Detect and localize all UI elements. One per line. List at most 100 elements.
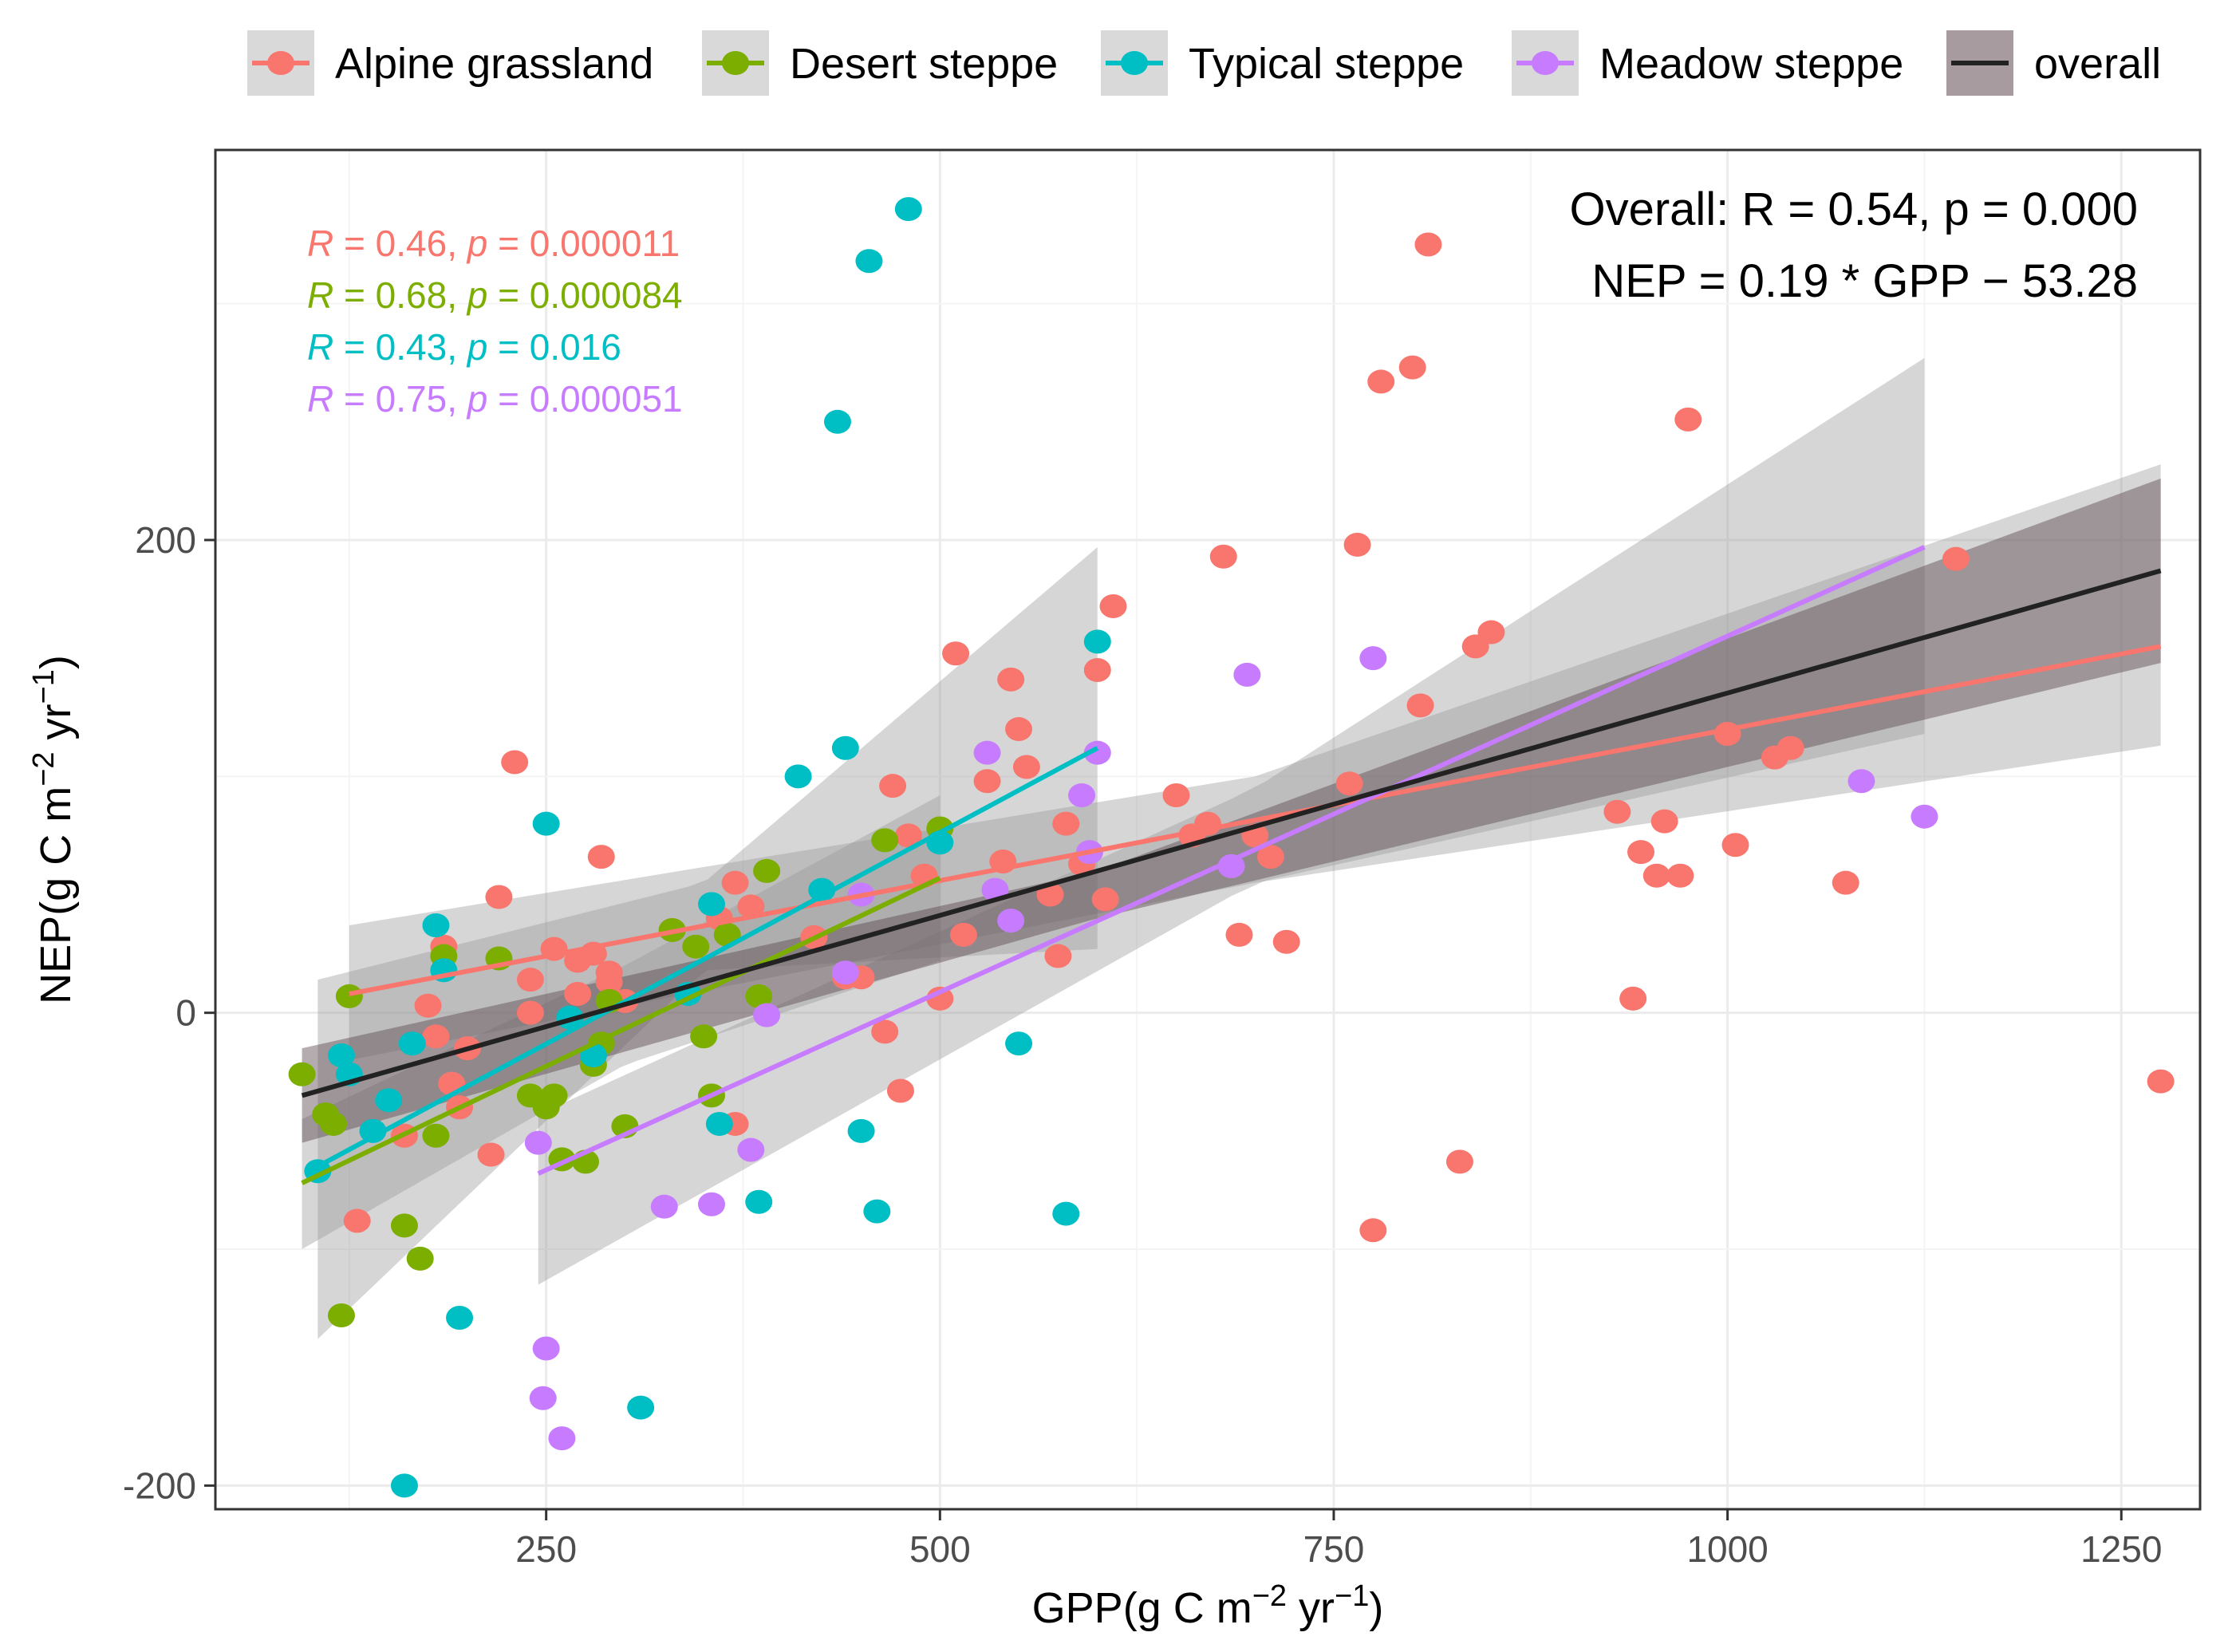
data-point-series-3 — [532, 811, 560, 836]
stat-r-symbol: R — [307, 326, 333, 368]
data-point-series-3 — [375, 1088, 403, 1113]
y-tick-label: 0 — [175, 992, 196, 1034]
x-axis-title: GPP(g C m−2 yr−1) — [1032, 1579, 1384, 1632]
stat-p-symbol: p — [466, 223, 488, 264]
data-point-series-3 — [359, 1118, 387, 1143]
data-point-series-4 — [529, 1386, 557, 1410]
legend-key-point — [722, 51, 749, 75]
data-point-series-2 — [690, 1024, 718, 1049]
data-point-series-1 — [973, 769, 1001, 794]
stat-r-value: = 0.46, — [333, 223, 467, 264]
legend-item-3: Typical steppe — [1101, 30, 1464, 96]
overall-stat-line2: NEP = 0.19 * GPP − 53.28 — [1591, 255, 2138, 307]
y-axis-ticks: -200 0 200 — [123, 519, 215, 1506]
data-point-series-2 — [540, 1083, 568, 1108]
series-stat-4: R = 0.75, p = 0.000051 — [307, 378, 683, 420]
data-point-series-3 — [831, 735, 859, 760]
y-tick-label: -200 — [123, 1465, 196, 1506]
data-point-series-4 — [650, 1194, 678, 1219]
data-point-series-3 — [894, 197, 922, 222]
stat-p-value: = 0.016 — [487, 326, 621, 368]
data-point-series-4 — [1233, 662, 1261, 687]
data-point-series-1 — [1414, 232, 1442, 257]
data-point-series-1 — [1603, 799, 1631, 824]
data-point-series-1 — [564, 981, 592, 1006]
legend-key-point — [1532, 51, 1559, 75]
data-point-series-2 — [327, 1303, 355, 1327]
stat-r-value: = 0.68, — [333, 274, 467, 316]
stat-r-symbol: R — [307, 223, 333, 264]
data-point-series-3 — [855, 249, 883, 274]
legend-label: Typical steppe — [1189, 40, 1464, 88]
data-point-series-2 — [320, 1111, 348, 1136]
data-point-series-1 — [1627, 840, 1655, 865]
data-point-series-3 — [1083, 629, 1111, 654]
data-point-series-2 — [335, 984, 363, 1008]
stat-p-value: = 0.000084 — [487, 274, 682, 316]
legend-label: Alpine grassland — [335, 40, 653, 88]
data-point-series-1 — [587, 845, 615, 869]
data-point-series-1 — [1406, 693, 1434, 718]
plot-panel — [214, 148, 2202, 1511]
x-tick-label: 750 — [1303, 1528, 1365, 1570]
data-point-series-1 — [949, 922, 977, 947]
legend-item-4: Meadow steppe — [1512, 30, 1903, 96]
legend-item-5: overall — [1946, 30, 2161, 96]
y-axis-title-end: ) — [32, 655, 80, 669]
data-point-series-1 — [1005, 717, 1033, 742]
data-point-series-1 — [737, 894, 765, 919]
data-point-series-3 — [398, 1031, 426, 1056]
x-axis-title-end: ) — [1369, 1584, 1383, 1632]
stat-r-value: = 0.43, — [333, 326, 467, 368]
data-point-series-4 — [1847, 769, 1875, 794]
data-point-series-2 — [745, 984, 773, 1008]
panel-border — [214, 148, 2202, 1511]
data-point-series-1 — [1666, 863, 1694, 888]
legend-item-1: Alpine grassland — [247, 30, 653, 96]
data-point-series-1 — [501, 750, 529, 775]
data-point-series-1 — [1091, 887, 1119, 912]
x-axis-title-sup1: −2 — [1252, 1579, 1287, 1613]
data-point-series-1 — [1335, 771, 1363, 796]
data-point-series-3 — [446, 1305, 474, 1330]
y-tick-label: 200 — [135, 519, 196, 561]
data-point-series-3 — [823, 409, 851, 434]
data-point-series-3 — [784, 764, 812, 789]
y-axis-title-mid: yr — [32, 704, 80, 751]
data-point-series-1 — [1044, 944, 1072, 968]
series-stat-1: R = 0.46, p = 0.000011 — [307, 223, 680, 264]
fit-line-series-4 — [537, 545, 1926, 1176]
data-point-series-1 — [2147, 1069, 2175, 1094]
data-point-series-2 — [753, 858, 781, 883]
data-point-series-3 — [705, 1111, 733, 1136]
data-point-series-4 — [997, 909, 1025, 933]
x-axis-title-sup2: −1 — [1335, 1579, 1369, 1613]
data-point-series-1 — [1083, 657, 1111, 682]
data-point-series-4 — [973, 740, 1001, 765]
fit-line-series-2 — [301, 876, 941, 1185]
data-point-series-2 — [422, 1123, 450, 1148]
data-point-series-3 — [863, 1199, 891, 1224]
data-point-series-1 — [1398, 355, 1426, 380]
data-point-series-1 — [1367, 369, 1395, 394]
series-stat-2: R = 0.68, p = 0.000084 — [307, 274, 683, 316]
data-point-series-1 — [1052, 811, 1080, 836]
data-point-series-3 — [745, 1189, 773, 1214]
data-point-series-3 — [422, 913, 450, 938]
x-axis-ticks: 250 500 750 1000 1250 — [515, 1509, 2162, 1570]
x-tick-label: 250 — [515, 1528, 577, 1570]
data-points — [288, 197, 2175, 1498]
series-stat-3: R = 0.43, p = 0.016 — [307, 326, 621, 368]
data-point-series-1 — [997, 667, 1025, 692]
legend-item-2: Desert steppe — [702, 30, 1058, 96]
data-point-series-2 — [390, 1213, 418, 1238]
y-axis-title-sup2: −1 — [27, 669, 61, 704]
data-point-series-1 — [1721, 833, 1749, 858]
data-point-series-1 — [942, 641, 970, 666]
legend: Alpine grassland Desert steppe Typical ste… — [247, 30, 2161, 96]
data-point-series-1 — [894, 823, 922, 848]
data-point-series-2 — [288, 1062, 316, 1086]
data-point-series-1 — [886, 1078, 914, 1103]
stat-r-symbol: R — [307, 378, 333, 420]
